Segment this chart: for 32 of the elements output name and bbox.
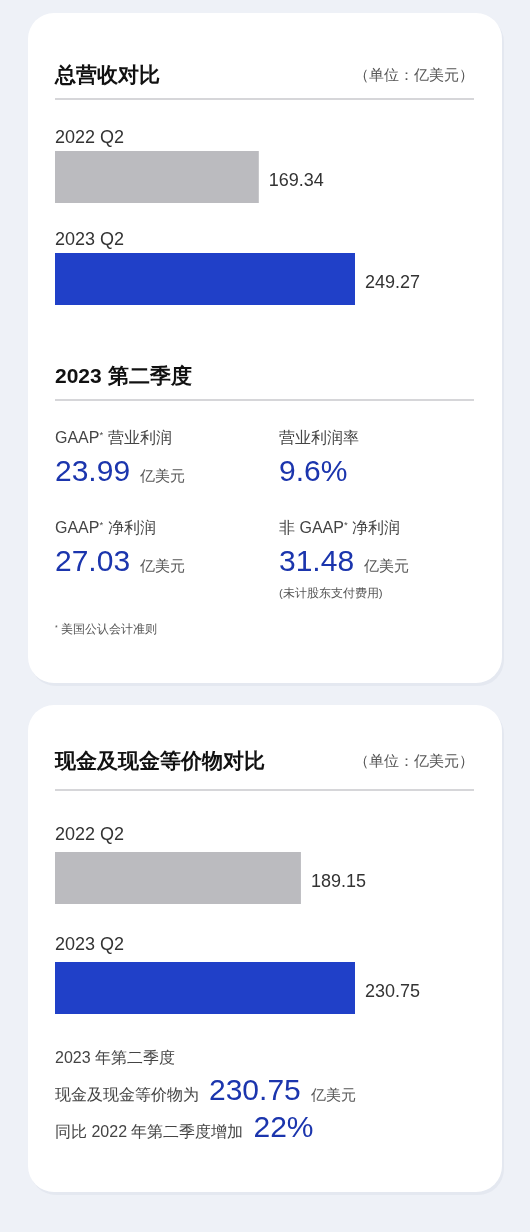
subtitle: （单位：亿美元） [354, 66, 474, 83]
annotation: 亿美元 [310, 1086, 356, 1103]
annotation: GAAP$^{*}$ 营业利润 [55, 428, 172, 446]
annotation: 27.03 [55, 544, 131, 577]
category: 2023 Q2 [55, 934, 125, 954]
data-label: 189.15 [310, 871, 366, 891]
annotation: 31.48 [279, 544, 355, 577]
annotation: (未计股东支付费用) [279, 587, 383, 599]
annotation: 亿美元 [140, 557, 186, 574]
annotation: 9.6% [279, 454, 348, 487]
annotation: 亿美元 [364, 557, 410, 574]
annotation: 22% [253, 1110, 314, 1143]
annotation: 非 GAAP$^{*}$ 净利润 [279, 518, 401, 536]
annotation: 亿美元 [140, 467, 186, 484]
annotation: 230.75 [209, 1073, 301, 1106]
category: 2022 Q2 [55, 824, 125, 844]
data-label: 230.75 [365, 981, 421, 1001]
title: 总营收对比 [55, 63, 160, 86]
annotation: $^{*}$ 美国公认会计准则 [55, 623, 157, 635]
annotation: 同比 2022 年第二季度增加 [55, 1123, 244, 1140]
annotation: GAAP$^{*}$ 净利润 [55, 518, 156, 536]
annotation: 23.99 [55, 454, 131, 487]
annotation: 营业利润率 [279, 429, 359, 446]
subtitle: （单位：亿美元） [354, 752, 474, 769]
annotation: 2023 年第二季度 [55, 1049, 176, 1066]
category: 2023 Q2 [55, 229, 125, 249]
data-label: 249.27 [365, 272, 421, 292]
title: 2023 第二季度 [55, 364, 192, 387]
title: 现金及现金等价物对比 [55, 749, 265, 772]
category: 2022 Q2 [55, 127, 125, 147]
data-label: 169.34 [268, 170, 324, 190]
annotation: 现金及现金等价物为 [55, 1086, 199, 1103]
